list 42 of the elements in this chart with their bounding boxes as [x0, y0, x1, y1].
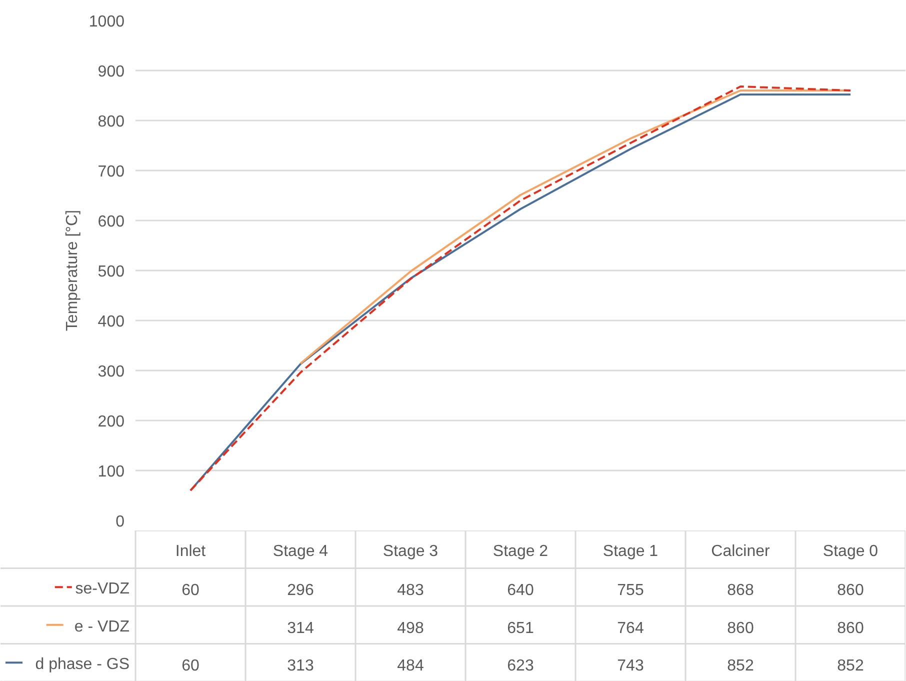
data-label: 623	[507, 658, 534, 675]
y-tick-label: 600	[98, 214, 125, 230]
data-label: 852	[727, 658, 754, 675]
y-tick-label: 100	[98, 464, 125, 480]
x-tick-label: Calciner	[711, 542, 771, 560]
y-tick-label: 900	[98, 64, 125, 80]
data-label: 860	[837, 582, 864, 600]
data-label: 483	[397, 582, 424, 600]
legend-label: e - VDZ	[74, 618, 130, 636]
legend-label: se-VDZ	[75, 580, 130, 598]
data-label: 651	[507, 620, 534, 637]
data-label: 296	[287, 582, 314, 600]
x-tick-label: Stage 1	[602, 542, 658, 560]
data-label: 860	[837, 620, 864, 637]
data-label: 313	[287, 658, 314, 675]
y-tick-label: 500	[98, 264, 125, 280]
y-tick-label: 800	[98, 114, 125, 130]
data-label: 860	[727, 620, 754, 637]
y-tick-label: 0	[116, 514, 125, 530]
data-label: 60	[182, 658, 200, 675]
x-tick-label: Stage 4	[272, 542, 328, 560]
y-tick-label: 300	[98, 364, 125, 380]
data-label: 755	[617, 582, 644, 600]
data-label: 484	[397, 658, 424, 675]
data-label: 852	[837, 658, 864, 675]
data-label: 640	[507, 582, 534, 600]
x-tick-label: Stage 2	[492, 542, 548, 560]
x-tick-label: Inlet	[175, 542, 206, 560]
data-label: 764	[617, 620, 644, 637]
data-label: 60	[182, 582, 200, 600]
y-tick-label: 400	[98, 314, 125, 330]
y-tick-label: 1000	[88, 14, 125, 30]
legend-label: d phase - GS	[35, 656, 130, 674]
data-label: 498	[397, 620, 424, 637]
data-label: 868	[727, 582, 754, 600]
y-tick-label: 200	[98, 414, 125, 430]
data-label: 314	[287, 620, 314, 637]
y-tick-label: 700	[98, 164, 125, 180]
y-axis-title: Temperature [°C]	[64, 210, 81, 332]
data-label: 743	[617, 658, 644, 675]
x-tick-label: Stage 0	[822, 542, 878, 560]
x-tick-label: Stage 3	[382, 542, 438, 560]
